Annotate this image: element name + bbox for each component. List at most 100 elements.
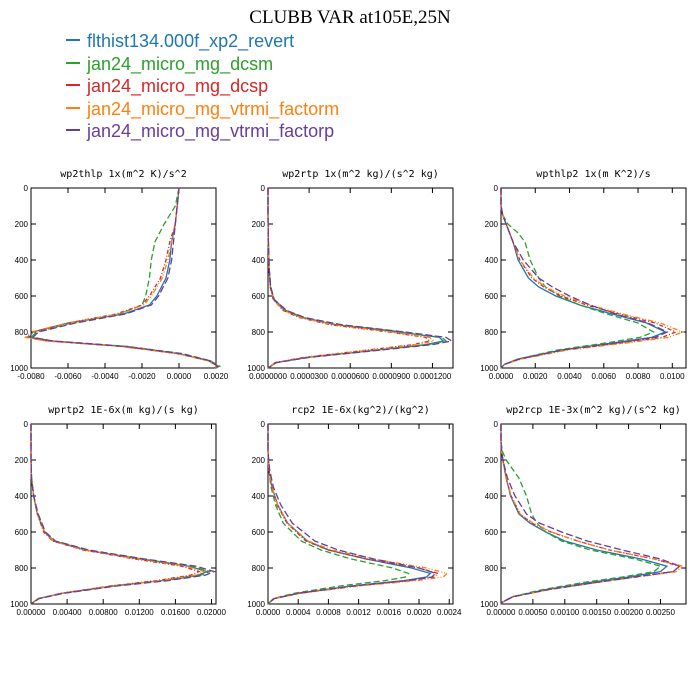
- series-line: [267, 424, 437, 605]
- x-tick-label: 0.02000: [197, 608, 226, 617]
- series-line: [500, 424, 681, 605]
- series-line: [267, 188, 436, 369]
- plot-frame: [500, 423, 687, 605]
- y-tick-label: 600: [15, 528, 29, 537]
- x-tick-label: 0.00150: [582, 608, 611, 617]
- legend-swatch: [66, 106, 80, 109]
- x-tick-label: 0.00000: [17, 608, 46, 617]
- x-tick-label: -0.0080: [17, 372, 45, 381]
- y-tick-label: 800: [15, 328, 29, 337]
- plot-frame: [30, 187, 217, 369]
- y-tick-label: 0: [261, 420, 266, 429]
- x-tick-label: 0.0000000: [249, 372, 287, 381]
- legend-item: jan24_micro_mg_dcsm: [66, 53, 339, 76]
- series-line: [30, 424, 217, 605]
- y-tick-label: 200: [15, 220, 29, 229]
- legend-item: jan24_micro_mg_dcsp: [66, 75, 339, 98]
- x-tick-label: 0.0012: [346, 608, 371, 617]
- x-tick-label: 0.0000: [167, 372, 192, 381]
- legend-item: jan24_micro_mg_vtrmi_factorp: [66, 120, 339, 143]
- y-tick-label: 800: [252, 328, 266, 337]
- x-tick-label: 0.00400: [53, 608, 82, 617]
- x-tick-label: 0.0060: [592, 372, 617, 381]
- x-tick-label: 0.01600: [161, 608, 190, 617]
- x-tick-label: -0.0060: [54, 372, 82, 381]
- plot-frame: [500, 187, 687, 369]
- series-line: [500, 424, 681, 605]
- y-tick-label: 600: [252, 292, 266, 301]
- y-tick-label: 200: [252, 220, 266, 229]
- y-tick-label: 0: [494, 420, 499, 429]
- x-tick-label: 0.0000900: [372, 372, 410, 381]
- panel-title: wprtp2 1E-6x(m kg)/(s kg): [48, 405, 199, 416]
- y-tick-label: 1000: [480, 364, 498, 373]
- x-tick-label: 0.0020: [523, 372, 548, 381]
- y-tick-label: 400: [15, 492, 29, 501]
- y-tick-label: 0: [494, 184, 499, 193]
- y-tick-label: 800: [485, 564, 499, 573]
- series-line: [267, 188, 454, 369]
- legend-label: jan24_micro_mg_vtrmi_factorp: [87, 121, 335, 141]
- y-tick-label: 600: [15, 292, 29, 301]
- x-tick-label: 0.00250: [646, 608, 675, 617]
- chart-panel: rcp2 1E-6x(kg^2)/(kg^2) 0 200 400 600 800 1000…: [247, 405, 462, 617]
- series-line: [267, 424, 449, 605]
- y-tick-label: 200: [485, 456, 499, 465]
- y-tick-label: 1000: [10, 600, 28, 609]
- x-tick-label: 0.00800: [89, 608, 118, 617]
- figure-title: CLUBB VAR at105E,25N: [249, 7, 451, 28]
- legend-swatch: [66, 61, 80, 64]
- series-line: [500, 424, 685, 605]
- panel-title: rcp2 1E-6x(kg^2)/(kg^2): [291, 405, 429, 416]
- y-tick-label: 600: [485, 528, 499, 537]
- y-tick-label: 400: [15, 256, 29, 265]
- y-tick-label: 1000: [247, 364, 265, 373]
- y-tick-label: 0: [24, 184, 29, 193]
- y-tick-label: 1000: [480, 600, 498, 609]
- plot-frame: [267, 187, 454, 369]
- legend-label: jan24_micro_mg_dcsp: [87, 76, 269, 96]
- chart-panel: wprtp2 1E-6x(m kg)/(s kg) 0 200 400 600 800 10…: [10, 405, 226, 617]
- panel-title: wp2rtp 1x(m^2 kg)/(s^2 kg): [282, 169, 439, 180]
- x-tick-label: 0.0024: [437, 608, 462, 617]
- series-line: [500, 188, 685, 369]
- x-tick-label: 0.0000: [256, 608, 281, 617]
- y-tick-label: 800: [15, 564, 29, 573]
- legend-swatch: [66, 129, 80, 132]
- panel-title: wp2thlp 1x(m^2 K)/s^2: [60, 169, 186, 180]
- y-tick-label: 200: [485, 220, 499, 229]
- series-line: [24, 187, 220, 369]
- x-tick-label: 0.0000300: [290, 372, 328, 381]
- y-tick-label: 1000: [10, 364, 28, 373]
- x-tick-label: 0.0040: [557, 372, 582, 381]
- x-tick-label: -0.0040: [91, 372, 119, 381]
- legend-label: jan24_micro_mg_dcsm: [87, 53, 274, 74]
- legend: flthist134.000f_xp2_revert jan24_micro_m…: [66, 30, 339, 143]
- x-tick-label: 0.0001200: [414, 372, 452, 381]
- series-line: [25, 187, 220, 369]
- legend-item: flthist134.000f_xp2_revert: [66, 30, 339, 53]
- x-tick-label: 0.0000600: [331, 372, 369, 381]
- y-tick-label: 800: [252, 564, 266, 573]
- panel-title: wp2rcp 1E-3x(m^2 kg)/(s^2 kg): [506, 405, 681, 416]
- chart-panel: wp2rtp 1x(m^2 kg)/(s^2 kg) 0 200 400 600 800 1…: [247, 169, 454, 381]
- chart-panel: wpthlp2 1x(m K^2)/s020040060080010000.00…: [480, 169, 687, 381]
- legend-swatch: [66, 84, 80, 87]
- chart-panel: wp2rcp 1E-3x(m^2 kg)/(s^2 kg) 0 200 400 600 8…: [480, 405, 687, 617]
- x-tick-label: 0.0020: [204, 372, 229, 381]
- x-tick-label: 0.0000: [489, 372, 514, 381]
- chart-panel: wp2thlp 1x(m^2 K)/s^202004006008001000-0…: [10, 169, 229, 381]
- series-line: [267, 188, 445, 369]
- legend-item: jan24_micro_mg_vtrmi_factorm: [66, 98, 339, 121]
- y-tick-label: 0: [24, 420, 29, 429]
- y-tick-label: 400: [485, 492, 499, 501]
- series-line: [500, 188, 678, 369]
- x-tick-label: -0.0020: [128, 372, 156, 381]
- plot-frame: [30, 423, 217, 605]
- y-tick-label: 600: [485, 292, 499, 301]
- x-tick-label: 0.0100: [660, 372, 685, 381]
- legend-swatch: [66, 39, 80, 42]
- series-line: [30, 424, 201, 605]
